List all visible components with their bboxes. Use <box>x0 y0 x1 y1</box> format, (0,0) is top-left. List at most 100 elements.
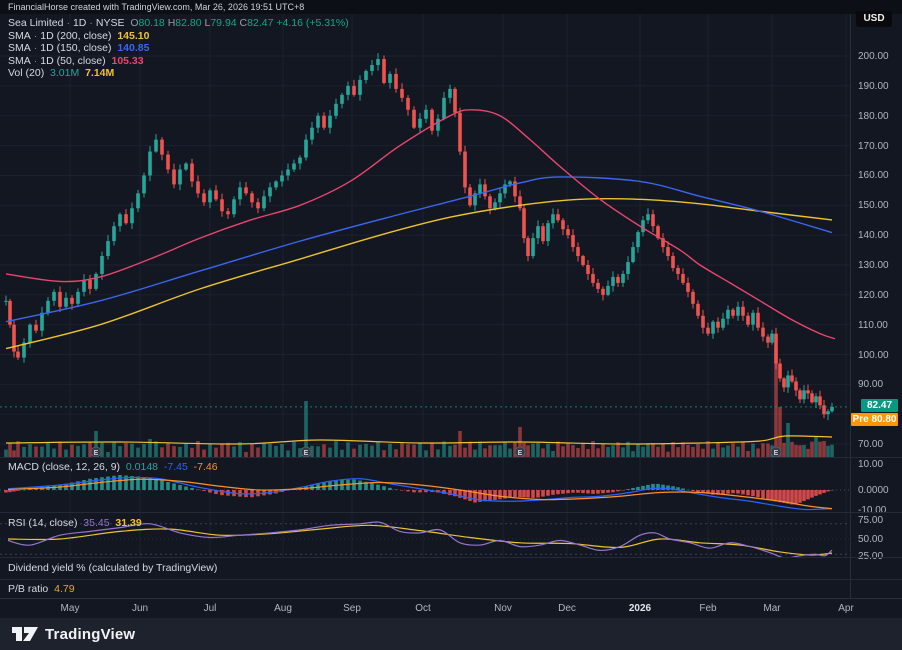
volume-value: 3.01M <box>50 67 80 79</box>
indicator-title: SMA <box>8 29 31 42</box>
pane-separator <box>0 457 902 458</box>
rsi-tick: 25.00 <box>858 551 883 562</box>
rsi-legend-row[interactable]: RSI (14, close) 35.45 31.39 <box>8 517 142 529</box>
macd-tick: 0.0000 <box>858 485 889 496</box>
macd-title: MACD (close, 12, 26, 9) <box>8 461 121 473</box>
earnings-marker-icon[interactable]: E <box>514 446 526 458</box>
price-axis[interactable] <box>850 14 902 598</box>
price-tick: 190.00 <box>858 80 889 92</box>
macd-legend-row[interactable]: MACD (close, 12, 26, 9) 0.0148 -7.45 -7.… <box>8 461 218 473</box>
ohlc-low-value: 79.94 <box>210 17 237 29</box>
premarket-prefix: Pre <box>852 414 869 425</box>
rsi-pane-canvas[interactable] <box>0 513 850 558</box>
legend-separator: · <box>33 42 38 54</box>
pb-ratio-value: 4.79 <box>54 583 75 595</box>
price-tick: 120.00 <box>858 289 889 301</box>
time-axis-label: Dec <box>558 603 576 614</box>
pane-separator <box>0 512 902 513</box>
price-tick: 170.00 <box>858 140 889 152</box>
pane-separator <box>0 579 902 580</box>
symbol-exchange: NYSE <box>95 17 125 29</box>
svg-text:E: E <box>518 450 523 457</box>
indicator-interval: 1D <box>40 42 54 54</box>
indicator-title: SMA <box>8 42 31 54</box>
earnings-marker-icon[interactable]: E <box>90 446 102 458</box>
sma200-legend-row[interactable]: SMA · 1D (200, close) 145.10 <box>8 30 349 43</box>
legend-separator: · <box>89 17 93 29</box>
premarket-value: 80.80 <box>871 414 897 425</box>
legend-separator: · <box>66 17 70 29</box>
indicator-value: 105.33 <box>111 54 144 67</box>
tradingview-brand-text[interactable]: TradingView <box>45 625 136 643</box>
rsi-tick: 50.00 <box>858 534 884 545</box>
macd-pane-canvas[interactable] <box>0 458 850 513</box>
price-tick: 140.00 <box>858 230 889 242</box>
ohlc-close-label: C <box>239 17 248 29</box>
volume-label: Vol (20) <box>8 67 45 79</box>
symbol-interval: 1D <box>72 17 87 29</box>
time-axis-label: Sep <box>343 603 361 614</box>
time-axis-label: May <box>60 603 80 614</box>
ohlc-low-label: L <box>204 17 211 29</box>
volume-legend-row[interactable]: Vol (20) 3.01M 7.14M <box>8 67 349 80</box>
macd-signal-value: -7.46 <box>193 461 218 473</box>
dividend-yield-legend-row[interactable]: Dividend yield % (calculated by TradingV… <box>8 562 217 574</box>
time-axis-label: 2026 <box>628 603 652 614</box>
ohlc-close-value: 82.47 <box>247 17 274 29</box>
symbol-name: Sea Limited <box>8 17 64 29</box>
rsi-value: 35.45 <box>83 517 110 529</box>
indicator-interval: 1D <box>40 54 54 67</box>
time-axis-label: Oct <box>415 603 431 614</box>
time-axis-label: Jul <box>203 603 217 614</box>
time-axis-label: Feb <box>699 603 717 614</box>
price-tick: 90.00 <box>858 379 884 391</box>
time-axis-label: Nov <box>494 603 512 614</box>
macd-tick: 10.00 <box>858 459 884 470</box>
earnings-marker-icon[interactable]: E <box>770 446 782 458</box>
last-price-badge: 82.47 <box>861 399 898 412</box>
time-axis-label: Apr <box>838 603 854 614</box>
tradingview-logo-icon[interactable] <box>12 625 38 643</box>
symbol-legend-row[interactable]: Sea Limited · 1D · NYSE O80.18 H82.80 L79.94… <box>8 17 349 30</box>
price-tick: 150.00 <box>858 200 889 212</box>
indicator-value: 145.10 <box>117 29 150 42</box>
time-axis-label: Aug <box>274 603 292 614</box>
price-tick: 180.00 <box>858 110 889 122</box>
price-tick: 130.00 <box>858 260 889 271</box>
price-tick: 70.00 <box>858 439 884 451</box>
price-tick: 110.00 <box>858 319 888 331</box>
volume-ma-value: 7.14M <box>85 67 115 79</box>
sma50-legend-row[interactable]: SMA · 1D (50, close) 105.33 <box>8 55 349 68</box>
currency-button[interactable]: USD <box>856 11 892 27</box>
sma150-legend-row[interactable]: SMA · 1D (150, close) 140.85 <box>8 42 349 55</box>
pb-ratio-legend-row[interactable]: P/B ratio 4.79 <box>8 583 75 595</box>
legend-separator: · <box>33 54 38 67</box>
macd-hist-value: 0.0148 <box>125 461 159 473</box>
indicator-value: 140.85 <box>117 42 150 54</box>
footer-bar: TradingView <box>0 618 902 650</box>
legend: Sea Limited · 1D · NYSE O80.18 H82.80 L79.94… <box>8 17 349 80</box>
attribution-bar: FinancialHorse created with TradingView.… <box>0 0 902 14</box>
change-value: +4.16 (+5.31%) <box>276 17 349 29</box>
time-axis[interactable]: May Jun Jul Aug Sep Oct Nov Dec 2026 Feb Mar Apr <box>0 598 902 619</box>
earnings-marker-icon[interactable]: E <box>300 446 312 458</box>
ohlc-high-label: H <box>167 17 176 29</box>
price-tick: 100.00 <box>858 349 889 361</box>
ohlc-high-value: 82.80 <box>175 17 202 29</box>
svg-text:E: E <box>94 450 99 457</box>
price-tick: 200.00 <box>858 51 889 63</box>
dividend-yield-title: Dividend yield % (calculated by TradingV… <box>8 562 218 574</box>
indicator-title: SMA <box>8 54 31 67</box>
legend-separator: · <box>33 29 38 42</box>
indicator-params: (200, close) <box>56 29 112 42</box>
premarket-price-badge: Pre 80.80 <box>851 413 898 426</box>
rsi-title: RSI (14, close) <box>8 517 78 529</box>
indicator-params: (150, close) <box>56 42 112 54</box>
price-tick: 160.00 <box>858 170 889 182</box>
svg-text:E: E <box>774 450 779 457</box>
pane-separator <box>0 557 902 558</box>
indicator-interval: 1D <box>40 29 54 42</box>
ohlc-open-label: O <box>130 17 139 29</box>
